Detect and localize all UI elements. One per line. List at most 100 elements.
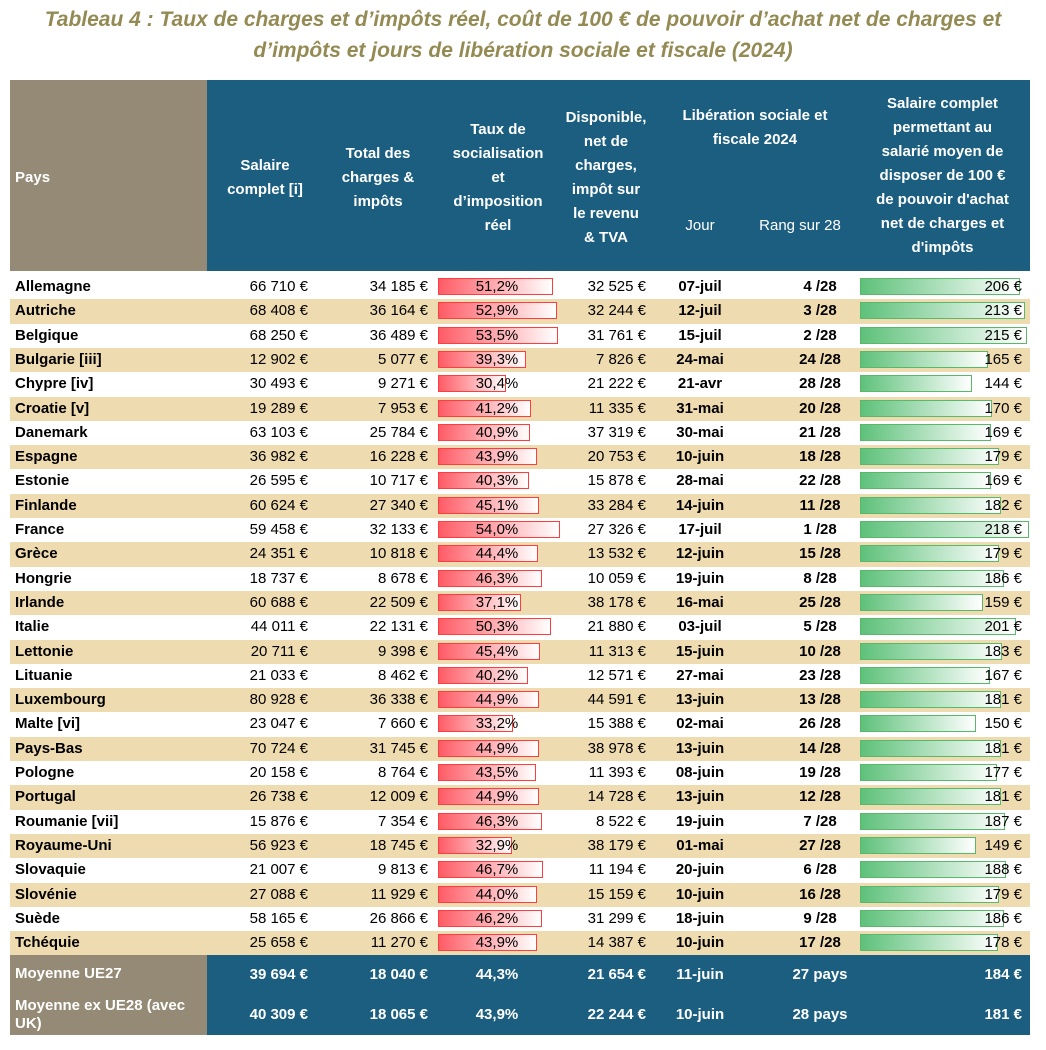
- cell-charges: 36 164 €: [369, 302, 428, 320]
- cell-salaire: 36 982 €: [249, 448, 308, 466]
- cell-disponible: 14 728 €: [587, 788, 646, 806]
- cell-salaire: 25 658 €: [249, 934, 308, 952]
- header-pays-cell: Pays: [10, 80, 207, 271]
- cell-salaire: 26 595 €: [249, 472, 308, 490]
- cell-cout: 188 €: [860, 860, 1030, 880]
- cout-databar: [860, 545, 999, 563]
- header-charges: Total des charges & impôts: [341, 145, 415, 210]
- cell-cout: 187 €: [860, 812, 1030, 832]
- cell-salaire: 59 458 €: [249, 521, 308, 538]
- cell-cout: 150 €: [860, 714, 1030, 734]
- table-row: Grèce 24 351 € 10 818 € 44,4% 13 532 € 12-jui…: [10, 542, 1030, 567]
- cell-charges: 27 340 €: [369, 496, 428, 514]
- table-row: Autriche 68 408 € 36 164 € 52,9% 32 244 € 12-…: [10, 299, 1030, 324]
- table-row: Portugal 26 738 € 12 009 € 44,9% 14 728 € 13-…: [10, 785, 1030, 810]
- taux-databar: [438, 715, 513, 733]
- cell-taux: 43,9%: [438, 933, 564, 953]
- cell-rang: 7 /28: [803, 812, 837, 830]
- taux-value: 40,9%: [475, 423, 519, 441]
- cell-salaire: 44 011 €: [250, 618, 308, 636]
- cell-salaire: 60 624 €: [249, 496, 308, 514]
- cout-databar: [860, 909, 1004, 927]
- cell-charges: 10 818 €: [369, 545, 428, 563]
- cell-charges: 10 717 €: [369, 472, 428, 490]
- cell-jour: 18-juin: [675, 909, 725, 927]
- footer-salaire: 39 694 €: [249, 966, 308, 983]
- header-taux: Taux de socialisation et d’imposition ré…: [452, 121, 544, 234]
- cell-jour: 03-juil: [678, 618, 722, 636]
- cell-pays: Lituanie: [15, 666, 73, 684]
- cout-databar: [860, 764, 997, 781]
- cout-databar: [860, 739, 1001, 757]
- table-row: Royaume-Uni 56 923 € 18 745 € 32,9% 38 179 €…: [10, 833, 1030, 859]
- cell-disponible: 21 880 €: [587, 618, 646, 636]
- cell-rang: 27 /28: [799, 836, 841, 854]
- taux-value: 51,2%: [475, 278, 519, 295]
- cell-cout: 170 €: [860, 399, 1030, 419]
- cell-salaire: 68 250 €: [249, 326, 308, 344]
- cell-salaire: 80 928 €: [249, 691, 308, 709]
- footer-disponible: 22 244 €: [587, 1006, 646, 1023]
- cell-jour: 10-juin: [675, 448, 725, 466]
- cell-charges: 12 009 €: [369, 788, 428, 806]
- cout-databar: [860, 788, 1001, 806]
- cout-value: 188 €: [984, 861, 1022, 879]
- cout-databar: [860, 423, 991, 441]
- taux-databar: [438, 375, 506, 393]
- taux-databar: [438, 836, 512, 854]
- cell-disponible: 15 878 €: [587, 472, 646, 490]
- cell-pays: Estonie: [15, 472, 70, 490]
- table-row: Malte [vi] 23 047 € 7 660 € 33,2% 15 388 € 02…: [10, 712, 1030, 737]
- cell-rang: 20 /28: [799, 399, 841, 417]
- cout-value: 179 €: [984, 448, 1022, 466]
- taux-value: 32,9%: [475, 836, 519, 854]
- cout-value: 179 €: [984, 545, 1022, 563]
- cell-rang: 16 /28: [799, 885, 841, 903]
- cout-value: 167 €: [984, 666, 1022, 684]
- cout-value: 144 €: [984, 375, 1022, 393]
- cell-salaire: 12 902 €: [249, 350, 308, 368]
- cell-rang: 22 /28: [799, 472, 841, 490]
- cout-databar: [860, 715, 976, 733]
- cell-jour: 19-juin: [675, 812, 725, 830]
- table-row: France 59 458 € 32 133 € 54,0% 27 326 € 17-ju…: [10, 518, 1030, 543]
- cell-jour: 31-mai: [676, 399, 724, 417]
- cell-taux: 43,9%: [438, 447, 564, 467]
- cell-salaire: 26 738 €: [249, 788, 308, 806]
- footer-row: Moyenne ex UE28 (avec UK) 40 309 € 18 065 …: [10, 995, 1030, 1035]
- footer-pays: Moyenne ex UE28 (avec UK): [15, 997, 186, 1032]
- cell-charges: 18 745 €: [369, 836, 428, 854]
- cell-rang: 23 /28: [799, 666, 841, 684]
- cell-taux: 45,4%: [438, 642, 564, 662]
- cell-taux: 40,9%: [438, 423, 564, 443]
- cell-disponible: 38 978 €: [587, 739, 646, 757]
- cell-pays: Allemagne: [15, 278, 91, 295]
- taux-databar: [438, 618, 551, 636]
- header-liberation: Libération sociale et fiscale 2024: [682, 107, 828, 148]
- cout-value: 186 €: [984, 569, 1022, 587]
- cell-jour: 24-mai: [676, 350, 724, 368]
- cell-charges: 36 489 €: [369, 326, 428, 344]
- cell-disponible: 38 179 €: [587, 836, 646, 854]
- cell-rang: 3 /28: [803, 302, 837, 320]
- taux-databar: [438, 569, 542, 587]
- cell-taux: 44,9%: [438, 787, 564, 807]
- cell-jour: 13-juin: [675, 788, 725, 806]
- cout-value: 183 €: [984, 642, 1022, 660]
- cell-jour: 10-juin: [675, 885, 725, 903]
- cell-pays: Tchéquie: [15, 934, 80, 952]
- cell-salaire: 60 688 €: [249, 593, 308, 611]
- cell-rang: 28 /28: [799, 375, 841, 393]
- cell-cout: 169 €: [860, 423, 1030, 443]
- taux-value: 44,9%: [475, 691, 519, 709]
- taux-databar: [438, 350, 526, 368]
- table-row: Belgique 68 250 € 36 489 € 53,5% 31 761 € 15-…: [10, 323, 1030, 348]
- taux-value: 37,1%: [475, 593, 519, 611]
- cout-value: 181 €: [984, 788, 1022, 806]
- taux-databar: [438, 496, 539, 514]
- taux-value: 40,2%: [475, 666, 519, 684]
- cell-salaire: 56 923 €: [249, 836, 308, 854]
- cell-jour: 27-mai: [676, 666, 724, 684]
- cell-taux: 40,3%: [438, 471, 564, 491]
- cell-pays: Slovaquie: [15, 861, 86, 879]
